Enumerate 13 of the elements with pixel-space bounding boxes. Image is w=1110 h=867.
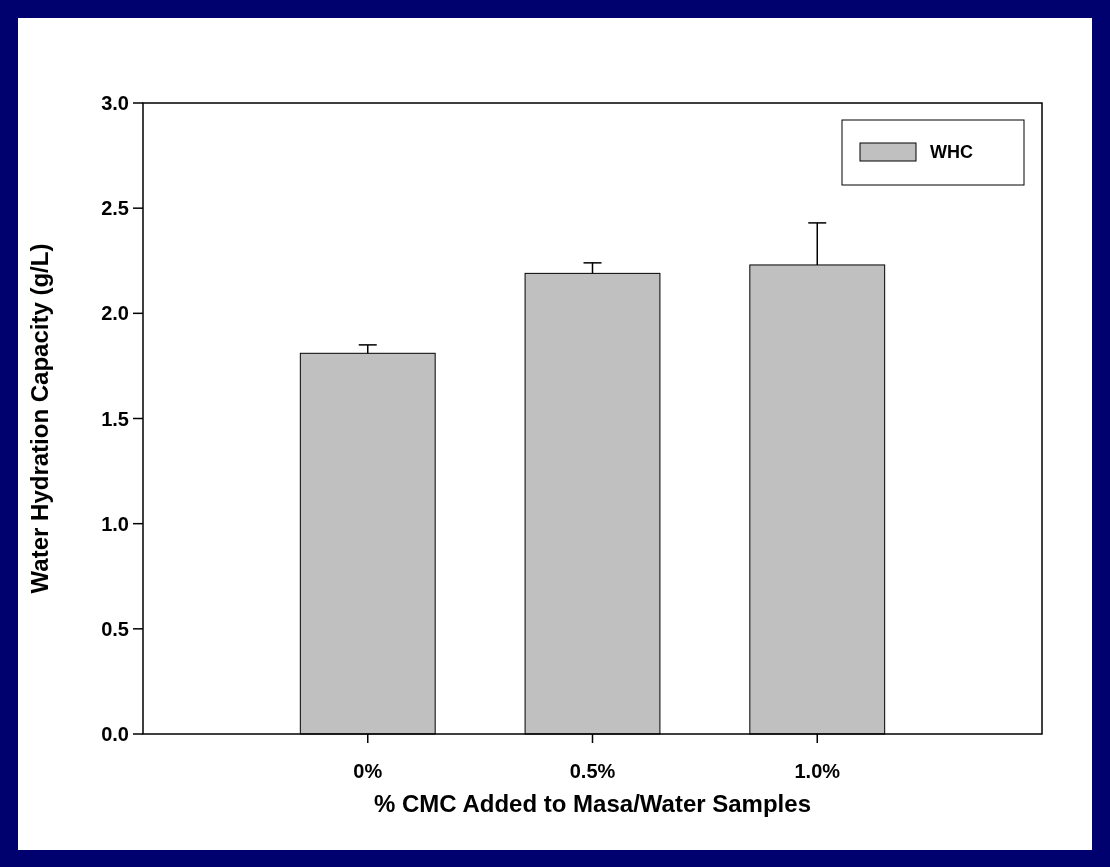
legend-label: WHC bbox=[930, 142, 973, 162]
y-axis-title: Water Hydration Capacity (g/L) bbox=[26, 243, 53, 594]
x-tick-label: 0.5% bbox=[569, 760, 616, 782]
x-axis-title: % CMC Added to Masa/Water Samples bbox=[374, 790, 811, 817]
y-tick-label: 0.5 bbox=[101, 617, 129, 640]
y-tick-label: 2.0 bbox=[101, 302, 129, 325]
y-tick-label: 1.0 bbox=[101, 512, 129, 535]
y-tick-label: 0.0 bbox=[101, 723, 129, 745]
y-tick-label: 1.5 bbox=[101, 407, 129, 430]
x-tick-label: 1.0% bbox=[794, 760, 841, 782]
y-tick-label: 3.0 bbox=[101, 92, 129, 114]
y-tick-label: 2.5 bbox=[101, 197, 129, 220]
x-tick-label: 0% bbox=[353, 760, 383, 782]
